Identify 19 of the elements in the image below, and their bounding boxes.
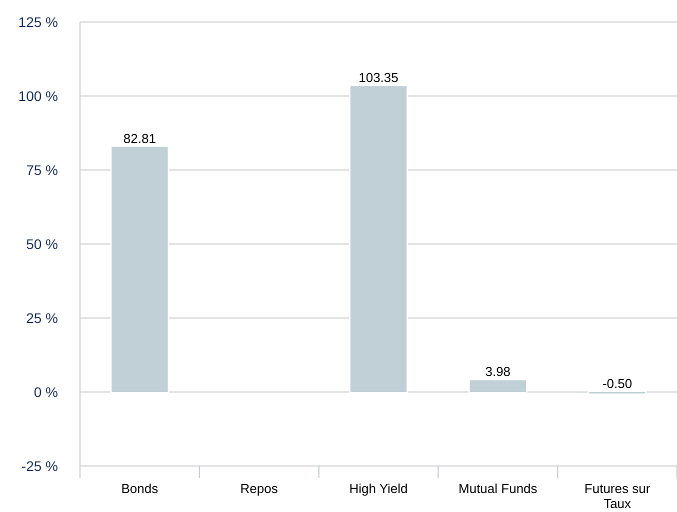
bar: [348, 84, 408, 394]
x-tick-label: High Yield: [349, 481, 408, 496]
bar: [468, 378, 528, 394]
data-label: 82.81: [123, 130, 156, 146]
x-tick-label: Futures sur Taux: [584, 481, 651, 511]
data-label: 103.35: [358, 70, 398, 86]
y-tick-label: 50 %: [26, 236, 58, 252]
y-tick-label: 75 %: [26, 162, 58, 178]
data-label: 3.98: [485, 364, 511, 380]
data-label: -0.50: [602, 376, 632, 391]
x-tick-label: Mutual Funds: [458, 481, 538, 496]
x-tick-label: Bonds: [121, 481, 159, 496]
y-tick-label: 100 %: [18, 88, 58, 104]
y-tick-label: 125 %: [18, 14, 58, 30]
y-tick-label: 25 %: [26, 310, 58, 326]
bar: [110, 145, 170, 394]
y-tick-label: -25 %: [21, 458, 58, 474]
y-tick-label: 0 %: [34, 384, 58, 400]
x-tick-label: Repos: [240, 481, 278, 496]
